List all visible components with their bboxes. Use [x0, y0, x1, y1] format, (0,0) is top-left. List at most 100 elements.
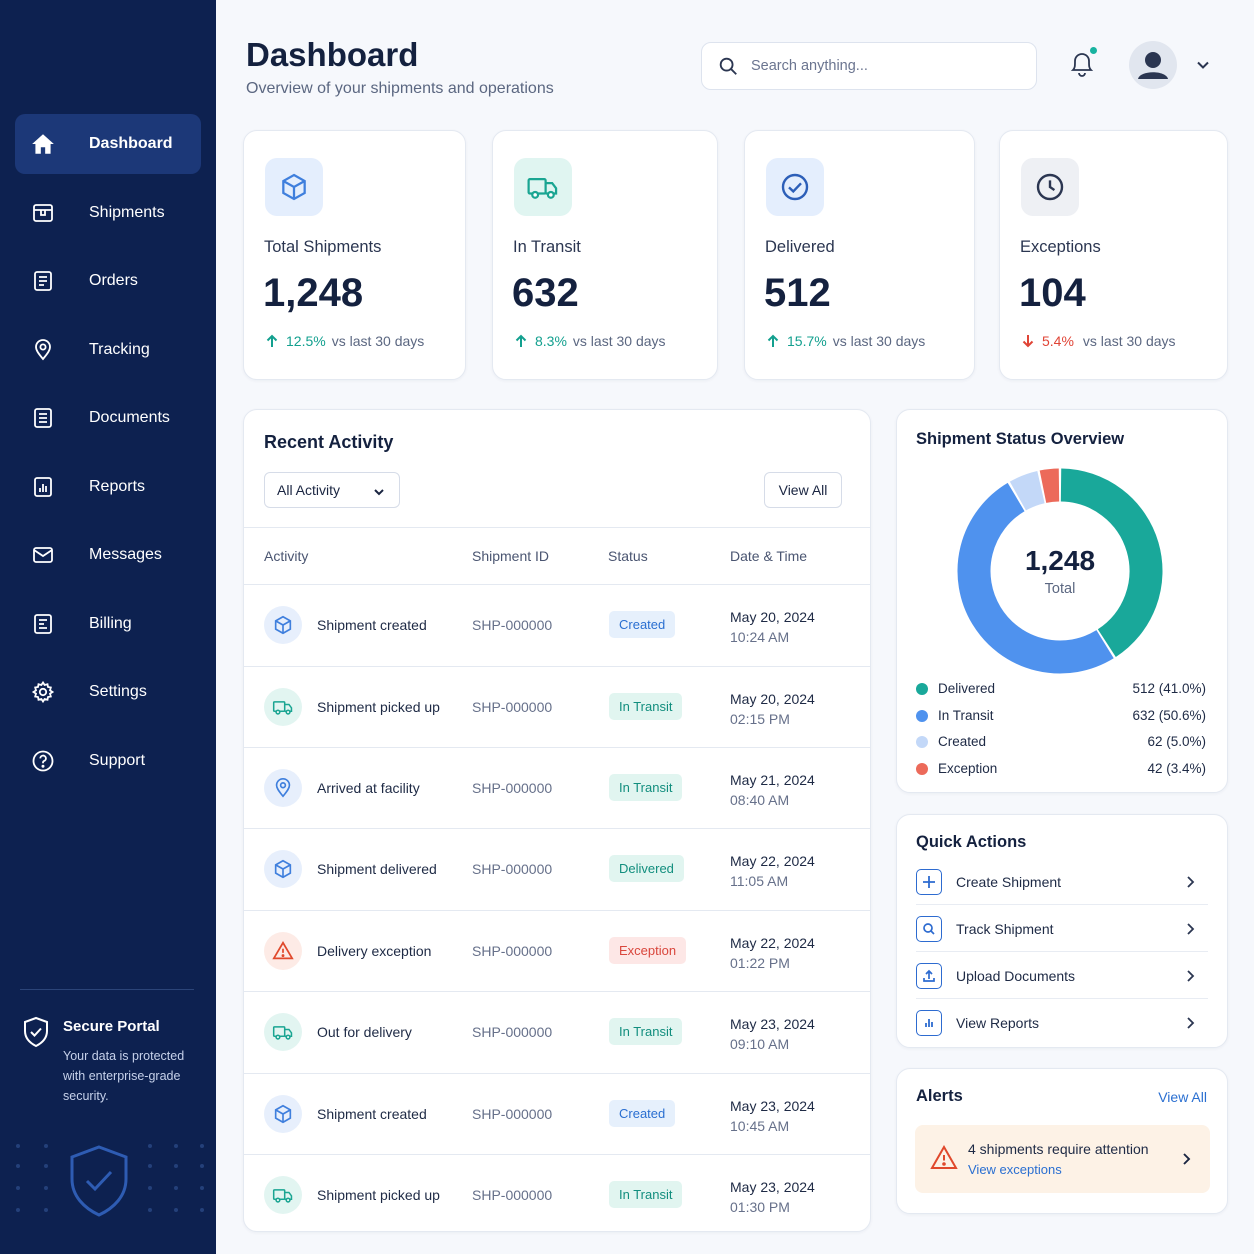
- bell-icon: [1068, 48, 1098, 80]
- decorative-dots: [16, 1144, 204, 1212]
- quick-action-track-shipment[interactable]: Track Shipment: [916, 905, 1208, 951]
- chevron-right-icon: [1184, 1016, 1196, 1030]
- shipment-id[interactable]: SHP-000000: [472, 861, 553, 877]
- shipment-id[interactable]: SHP-000000: [472, 699, 553, 715]
- truck-icon: [264, 1176, 302, 1214]
- donut-segment-created[interactable]: [1009, 471, 1046, 511]
- table-row[interactable]: Arrived at facility SHP-000000 In Transi…: [244, 748, 871, 829]
- shipment-id[interactable]: SHP-000000: [472, 1106, 553, 1122]
- table-row[interactable]: Shipment picked up SHP-000000 In Transit…: [244, 667, 871, 748]
- sidebar-item-dashboard[interactable]: Dashboard: [15, 114, 201, 174]
- shipment-id[interactable]: SHP-000000: [472, 1024, 553, 1040]
- quick-action-label: Create Shipment: [956, 874, 1062, 890]
- chevron-down-icon[interactable]: [1194, 56, 1212, 74]
- kpi-change: 12.5%: [286, 333, 326, 349]
- status-badge: Delivered: [609, 855, 684, 882]
- search-bar[interactable]: [701, 42, 1037, 90]
- donut-total-label: Total: [1044, 581, 1076, 597]
- view-all-button[interactable]: View All: [764, 472, 842, 508]
- kpi-label: Delivered: [765, 238, 835, 256]
- legend-dot: [916, 710, 928, 722]
- table-row[interactable]: Out for delivery SHP-000000 In Transit M…: [244, 992, 871, 1073]
- map-pin-icon: [30, 337, 56, 363]
- arrow-down-icon: [1020, 333, 1036, 349]
- secure-portal-title: Secure Portal: [63, 1018, 160, 1035]
- sidebar-divider: [20, 989, 194, 990]
- column-header-status[interactable]: Status: [608, 548, 648, 564]
- row-date: May 23, 2024: [730, 1179, 815, 1195]
- kpi-change: 15.7%: [787, 333, 827, 349]
- sidebar-item-messages[interactable]: Messages: [15, 525, 201, 585]
- kpi-value: 1,248: [263, 271, 364, 315]
- row-date: May 21, 2024: [730, 772, 815, 788]
- divider: [244, 747, 871, 748]
- sidebar-item-billing[interactable]: Billing: [15, 594, 201, 654]
- donut-segment-exception[interactable]: [1039, 468, 1060, 503]
- sidebar-item-support[interactable]: Support: [15, 731, 201, 791]
- chart-doc-icon: [30, 474, 56, 500]
- column-header-activity[interactable]: Activity: [264, 548, 309, 564]
- sidebar-item-shipments[interactable]: Shipments: [15, 183, 201, 243]
- notifications-button[interactable]: [1068, 46, 1098, 82]
- arrow-up-icon: [264, 333, 280, 349]
- row-datetime: May 21, 2024 08:40 AM: [730, 770, 815, 810]
- kpi-value: 632: [512, 271, 579, 315]
- sidebar-item-tracking[interactable]: Tracking: [15, 320, 201, 380]
- activity-filter-dropdown[interactable]: All Activity: [264, 472, 400, 508]
- alert-item[interactable]: 4 shipments require attention View excep…: [915, 1125, 1210, 1193]
- divider: [244, 666, 871, 667]
- shipment-id[interactable]: SHP-000000: [472, 617, 553, 633]
- legend-label: Created: [938, 734, 987, 749]
- sidebar-item-label: Settings: [89, 683, 147, 700]
- shipment-id[interactable]: SHP-000000: [472, 943, 553, 959]
- shipment-id[interactable]: SHP-000000: [472, 1187, 553, 1203]
- divider: [916, 904, 1208, 905]
- row-time: 02:15 PM: [730, 711, 790, 727]
- quick-actions-title: Quick Actions: [916, 833, 1027, 851]
- kpi-trend: 12.5% vs last 30 days: [264, 333, 424, 349]
- alerts-view-all-link[interactable]: View All: [1158, 1089, 1207, 1105]
- arrow-up-icon: [765, 333, 781, 349]
- kpi-change: 5.4%: [1042, 333, 1074, 349]
- upload-icon: [916, 963, 942, 989]
- column-header-date-time[interactable]: Date & Time: [730, 548, 808, 564]
- donut-segment-delivered[interactable]: [1060, 468, 1163, 657]
- kpi-trend: 15.7% vs last 30 days: [765, 333, 925, 349]
- sidebar-item-reports[interactable]: Reports: [15, 457, 201, 517]
- sidebar-item-settings[interactable]: Settings: [15, 662, 201, 722]
- column-header-shipment-id[interactable]: Shipment ID: [472, 548, 550, 564]
- sidebar-item-label: Billing: [89, 614, 132, 632]
- shipment-id[interactable]: SHP-000000: [472, 780, 553, 796]
- filter-label: All Activity: [277, 482, 341, 498]
- divider: [244, 584, 871, 585]
- avatar[interactable]: [1129, 41, 1177, 89]
- table-row[interactable]: Shipment created SHP-000000 Created May …: [244, 1074, 871, 1155]
- sidebar-item-orders[interactable]: Orders: [15, 251, 201, 311]
- table-row[interactable]: Shipment delivered SHP-000000 Delivered …: [244, 829, 871, 910]
- table-row[interactable]: Delivery exception SHP-000000 Exception …: [244, 911, 871, 992]
- search-input[interactable]: [751, 58, 1011, 74]
- quick-action-view-reports[interactable]: View Reports: [916, 999, 1208, 1045]
- quick-action-upload-documents[interactable]: Upload Documents: [916, 952, 1208, 998]
- warning-icon: [264, 932, 302, 970]
- truck-icon: [264, 688, 302, 726]
- table-row[interactable]: Shipment picked up SHP-000000 In Transit…: [244, 1155, 871, 1236]
- secure-portal-text: Your data is protected with enterprise-g…: [63, 1049, 185, 1103]
- row-date: May 23, 2024: [730, 1016, 815, 1032]
- row-time: 10:45 AM: [730, 1118, 790, 1134]
- search-square-icon: [916, 916, 942, 942]
- table-row[interactable]: Shipment created SHP-000000 Created May …: [244, 585, 871, 666]
- status-donut-chart: [957, 468, 1163, 674]
- divider: [244, 910, 871, 911]
- recent-activity-title: Recent Activity: [264, 432, 394, 452]
- quick-action-create-shipment[interactable]: Create Shipment: [916, 858, 1208, 904]
- invoice-icon: [30, 611, 56, 637]
- view-exceptions-link[interactable]: View exceptions: [968, 1162, 1062, 1177]
- donut-segment-in-transit[interactable]: [957, 482, 1114, 674]
- alert-message: 4 shipments require attention: [968, 1141, 1149, 1157]
- row-date: May 20, 2024: [730, 691, 815, 707]
- kpi-compare: vs last 30 days: [1082, 333, 1176, 349]
- activity-text: Shipment picked up: [317, 699, 440, 715]
- kpi-label: Total Shipments: [264, 238, 382, 256]
- sidebar-item-documents[interactable]: Documents: [15, 388, 201, 448]
